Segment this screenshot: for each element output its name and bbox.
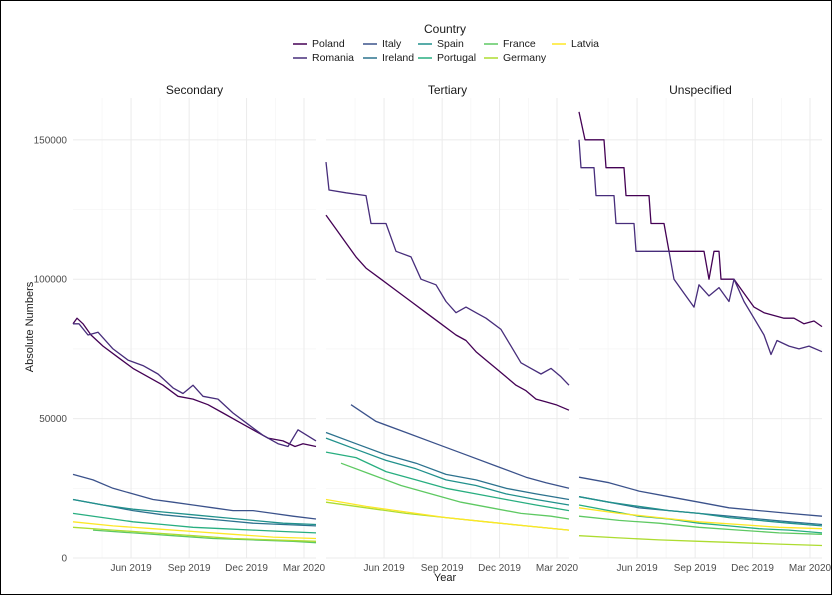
legend-label: Ireland (382, 52, 414, 64)
legend-label: Latvia (571, 38, 599, 50)
series-line-italy (578, 476, 823, 517)
legend-item-italy: Italy (363, 38, 402, 50)
panel-title: Secondary (166, 83, 223, 97)
series-line-poland (325, 214, 570, 411)
series-line-romania (578, 139, 823, 356)
y-axis-title: Absolute Numbers (24, 281, 36, 372)
series-line-germany (578, 535, 823, 547)
legend-item-portugal: Portugal (418, 52, 476, 64)
series-line-romania (73, 323, 317, 448)
series-line-portugal (72, 512, 317, 534)
x-tick-label: Dec 2019 (731, 563, 774, 574)
panel-secondary: Secondary (72, 83, 317, 559)
x-tick-label: Dec 2019 (478, 563, 521, 574)
x-tick-label: Sep 2019 (674, 563, 717, 574)
legend-item-france: France (484, 38, 536, 50)
legend-item-germany: Germany (484, 52, 547, 64)
x-tick-label: Sep 2019 (421, 563, 464, 574)
series-line-portugal (578, 504, 823, 534)
series-line-latvia (578, 507, 823, 530)
legend-item-ireland: Ireland (363, 52, 414, 64)
series-line-italy (350, 404, 570, 489)
legend-item-poland: Poland (293, 38, 345, 50)
series-line-latvia (325, 498, 570, 531)
x-tick-label: Dec 2019 (225, 563, 268, 574)
legend: Country Poland Romania Italy Ireland Spain Po… (293, 22, 599, 64)
series-line-spain (72, 498, 317, 526)
x-tick-label: Mar 2020 (536, 563, 579, 574)
panel-title: Tertiary (428, 83, 467, 97)
legend-label: Spain (437, 38, 464, 50)
x-tick-label: Jun 2019 (616, 563, 658, 574)
legend-item-latvia: Latvia (552, 38, 599, 50)
panel-unspecified: Unspecified (578, 83, 823, 559)
panel-tertiary: Tertiary (325, 83, 570, 559)
y-tick-label: 0 (61, 554, 67, 565)
legend-label: Romania (312, 52, 354, 64)
series-line-france (92, 529, 317, 544)
series-line-romania (325, 162, 570, 386)
series-line-france (340, 462, 570, 520)
series-line-spain (325, 437, 570, 506)
series-line-ireland (72, 498, 317, 527)
series-line-germany (72, 526, 317, 542)
legend-label: Italy (382, 38, 402, 50)
x-tick-label: Jun 2019 (363, 563, 405, 574)
x-axis-title: Year (434, 572, 457, 584)
series-line-france (578, 515, 823, 535)
series-line-latvia (72, 521, 317, 540)
series-line-italy (72, 473, 317, 520)
y-tick-label: 100000 (34, 275, 68, 286)
series-line-poland (578, 111, 823, 328)
legend-label: Germany (503, 52, 547, 64)
legend-label: Portugal (437, 52, 476, 64)
series-line-portugal (325, 451, 570, 512)
legend-item-spain: Spain (418, 38, 464, 50)
series-line-ireland (325, 431, 570, 501)
x-tick-label: Sep 2019 (168, 563, 211, 574)
legend-label: France (503, 38, 536, 50)
x-tick-label: Mar 2020 (283, 563, 326, 574)
legend-label: Poland (312, 38, 345, 50)
legend-title: Country (424, 22, 466, 36)
series-line-spain (578, 496, 823, 527)
series-line-poland (72, 317, 317, 448)
y-tick-label: 50000 (39, 414, 67, 425)
panel-title: Unspecified (669, 83, 732, 97)
x-tick-label: Jun 2019 (110, 563, 152, 574)
x-tick-label: Mar 2020 (789, 563, 831, 574)
y-tick-label: 150000 (34, 135, 68, 146)
legend-item-romania: Romania (293, 52, 354, 64)
